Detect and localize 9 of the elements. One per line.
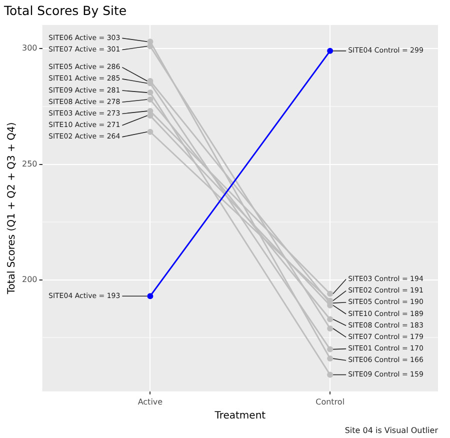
text: Site 04 is Visual Outlier (344, 426, 439, 435)
y-tick-label: 250 (22, 159, 38, 168)
y-axis-title: Total Scores (Q1 + Q2 + Q3 + Q4) (6, 122, 18, 296)
x-tick-label: Active (138, 397, 163, 406)
y-tick-label: 200 (22, 274, 38, 284)
chart-title: Total Scores By Site (3, 2, 127, 18)
y-tick-label: 300 (22, 44, 38, 53)
x-tick-label: Control (316, 397, 345, 406)
x-axis-title: Treatment (214, 410, 266, 422)
